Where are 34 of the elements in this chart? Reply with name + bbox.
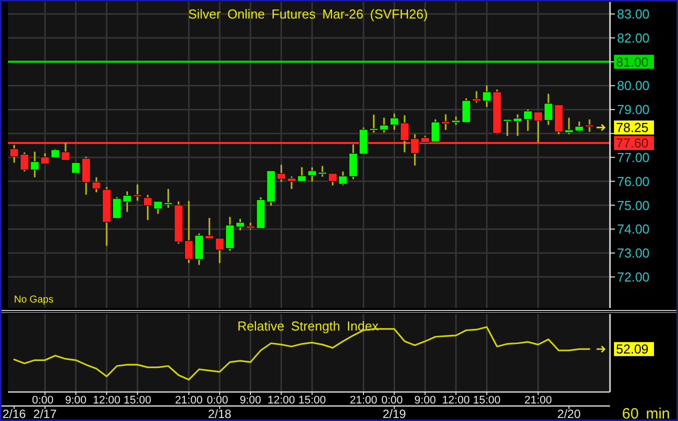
- x-tick-label: 21:00: [350, 394, 378, 406]
- x-tick-label: 9:00: [414, 394, 436, 406]
- x-tick-label: 12:00: [92, 394, 120, 406]
- x-tick-label: 15:00: [473, 394, 501, 406]
- y-tick-label: 82.00: [617, 30, 650, 46]
- x-tick-label: 0:00 2/19: [381, 394, 406, 421]
- x-tick-label: 9:00: [240, 394, 262, 406]
- text: 52.09: [616, 342, 649, 357]
- x-tick-label: 0:00 2/17: [32, 394, 57, 421]
- y-tick-label: 79.00: [617, 102, 650, 118]
- chart-title: Silver Online Futures Mar-26 (SVFH26): [188, 6, 428, 22]
- y-tick-label: 75.00: [617, 198, 650, 213]
- ref-line-label: 77.60: [616, 136, 649, 151]
- x-tick-label: 0:00 2/18: [206, 394, 232, 421]
- ref-line-label: 81.00: [616, 54, 649, 70]
- text: 60 min: [622, 405, 670, 421]
- x-tick-label: 2/20: [557, 407, 581, 421]
- y-tick-label: 72.00: [617, 269, 650, 284]
- y-tick-label: 74.00: [617, 222, 650, 237]
- x-tick-label: 2/16: [2, 407, 26, 421]
- x-tick-label: 9:00: [65, 394, 87, 406]
- annotation: No Gaps: [14, 294, 54, 306]
- y-tick-label: 80.00: [617, 78, 650, 94]
- y-tick-label: 73.00: [617, 246, 650, 261]
- text: 78.25: [616, 120, 649, 136]
- x-tick-label: 12:00: [442, 394, 470, 406]
- y-tick-label: 77.00: [617, 150, 650, 165]
- x-tick-label: 12:00: [268, 394, 296, 406]
- x-tick-label: 15:00: [124, 394, 152, 406]
- y-tick-label: 76.00: [617, 174, 650, 189]
- x-tick-label: 15:00: [298, 394, 326, 406]
- x-tick-label: 21:00: [524, 394, 552, 406]
- y-tick-label: 83.00: [617, 6, 650, 22]
- x-tick-label: 21:00: [175, 394, 203, 406]
